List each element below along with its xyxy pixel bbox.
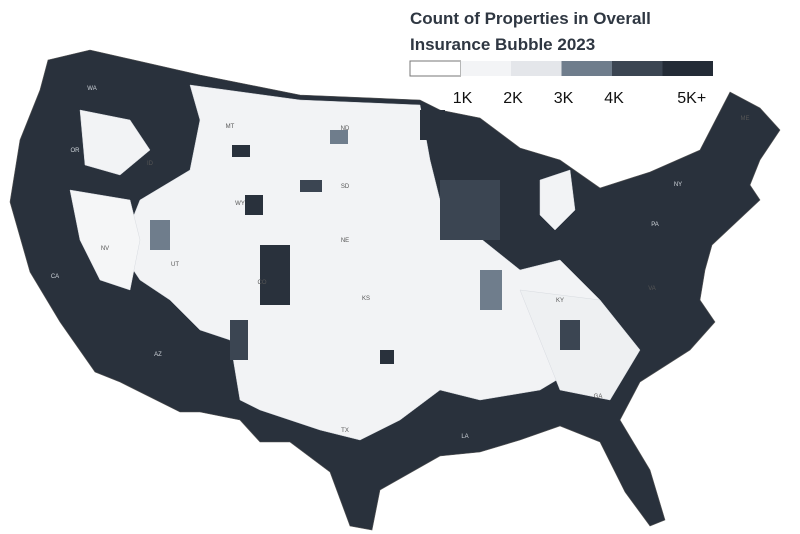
patch [232, 145, 250, 157]
light-region [69, 189, 141, 291]
patch [440, 180, 500, 240]
state-label: AZ [154, 352, 162, 358]
county-patches [150, 110, 580, 364]
legend-swatch [662, 61, 713, 76]
legend-label: 3K [554, 90, 574, 107]
legend-swatch [561, 61, 612, 76]
state-label: GA [594, 394, 603, 400]
patch [420, 110, 445, 140]
patch [330, 130, 348, 144]
state-labels: WA OR CA NV ID MT WY UT AZ CO ND SD NE K… [51, 86, 750, 440]
patch [150, 220, 170, 250]
legend-label: 4K [604, 90, 624, 107]
state-label: ID [147, 161, 154, 167]
light-region [539, 169, 576, 231]
state-label: NE [341, 238, 349, 244]
patch [245, 195, 263, 215]
legend-swatch [460, 61, 511, 76]
state-label: UT [171, 262, 179, 268]
legend-label: 1K [453, 90, 473, 107]
state-label: WA [87, 86, 96, 92]
legend: 1K 2K 3K 4K 5K+ [409, 60, 713, 107]
state-label: TX [341, 428, 349, 434]
title-line: Count of Properties in Overall [410, 9, 651, 28]
state-label: SD [341, 184, 350, 190]
legend-label: 5K+ [677, 90, 706, 107]
state-label: WY [235, 201, 245, 207]
patch [300, 180, 322, 192]
state-label: CO [258, 280, 267, 286]
legend-swatch [409, 60, 461, 77]
patch [380, 350, 394, 364]
legend-label: 2K [503, 90, 523, 107]
state-label: ND [341, 126, 350, 132]
patch [260, 245, 290, 305]
title-line: Insurance Bubble 2023 [410, 35, 595, 54]
state-label: NY [674, 182, 682, 188]
legend-swatch [511, 61, 562, 76]
patch [560, 320, 580, 350]
state-label: PA [651, 222, 659, 228]
state-label: NV [101, 246, 109, 252]
light-region [79, 109, 151, 176]
state-label: KY [556, 298, 564, 304]
patch [230, 320, 248, 360]
legend-swatch [612, 61, 663, 76]
patch [480, 270, 502, 310]
state-label: VA [648, 286, 656, 292]
state-label: MT [226, 124, 235, 130]
state-label: LA [461, 434, 468, 440]
state-label: ME [741, 116, 750, 122]
state-label: OR [71, 148, 81, 154]
state-label: CA [51, 274, 59, 280]
state-label: KS [362, 296, 370, 302]
